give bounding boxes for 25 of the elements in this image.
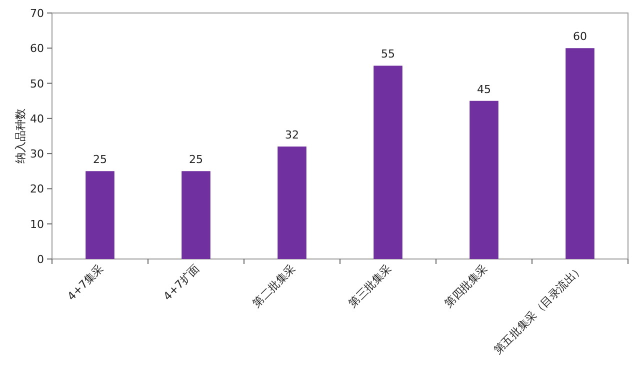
x-tick-label: 第四批集采	[442, 262, 490, 310]
x-tick-label: 第二批集采	[250, 262, 298, 310]
data-label: 25	[93, 153, 107, 166]
data-label: 25	[189, 153, 203, 166]
bar	[470, 100, 498, 259]
bar	[86, 171, 114, 259]
y-axis-title: 纳入品种数	[14, 108, 27, 164]
bar	[278, 146, 306, 259]
bar	[374, 66, 402, 259]
y-tick-label: 30	[30, 148, 44, 161]
data-label: 55	[381, 48, 395, 61]
x-tick-label: 第三批集采	[346, 262, 394, 310]
data-label: 45	[477, 82, 491, 96]
bar	[566, 48, 594, 259]
y-tick-label: 20	[30, 182, 44, 196]
y-tick-label: 70	[30, 7, 44, 20]
x-tick-label: 第五批集采（目录流出）	[491, 262, 586, 357]
y-tick-label: 50	[30, 77, 44, 90]
y-tick-label: 40	[30, 112, 44, 126]
y-tick-label: 0	[37, 253, 44, 266]
y-tick-label: 60	[30, 42, 44, 56]
data-label: 60	[573, 30, 587, 44]
y-tick-label: 10	[30, 218, 44, 231]
data-label: 32	[285, 128, 299, 142]
bar	[182, 171, 210, 259]
